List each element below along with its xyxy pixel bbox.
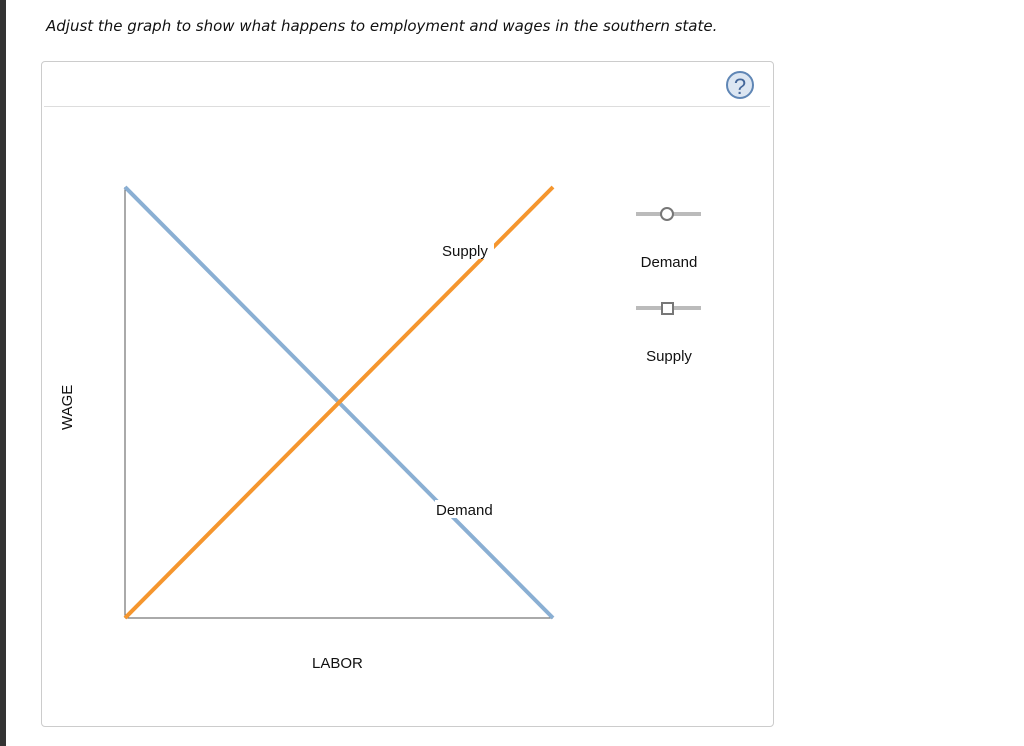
supply-curve-label: Supply <box>442 243 488 260</box>
y-axis-label: WAGE <box>59 385 76 430</box>
question-circle-icon[interactable]: ? <box>726 71 754 99</box>
question-prompt: Adjust the graph to show what happens to… <box>46 17 718 35</box>
legend-demand-label: Demand <box>640 254 698 271</box>
demand-tool-circle-icon[interactable] <box>660 207 674 221</box>
demand-curve-label: Demand <box>436 502 493 519</box>
legend-supply-label: Supply <box>646 348 692 365</box>
window-edge <box>0 0 6 746</box>
graph-panel <box>41 61 774 727</box>
supply-tool-square-icon[interactable] <box>661 302 674 315</box>
panel-divider <box>44 106 770 107</box>
x-axis-label: LABOR <box>312 655 363 672</box>
